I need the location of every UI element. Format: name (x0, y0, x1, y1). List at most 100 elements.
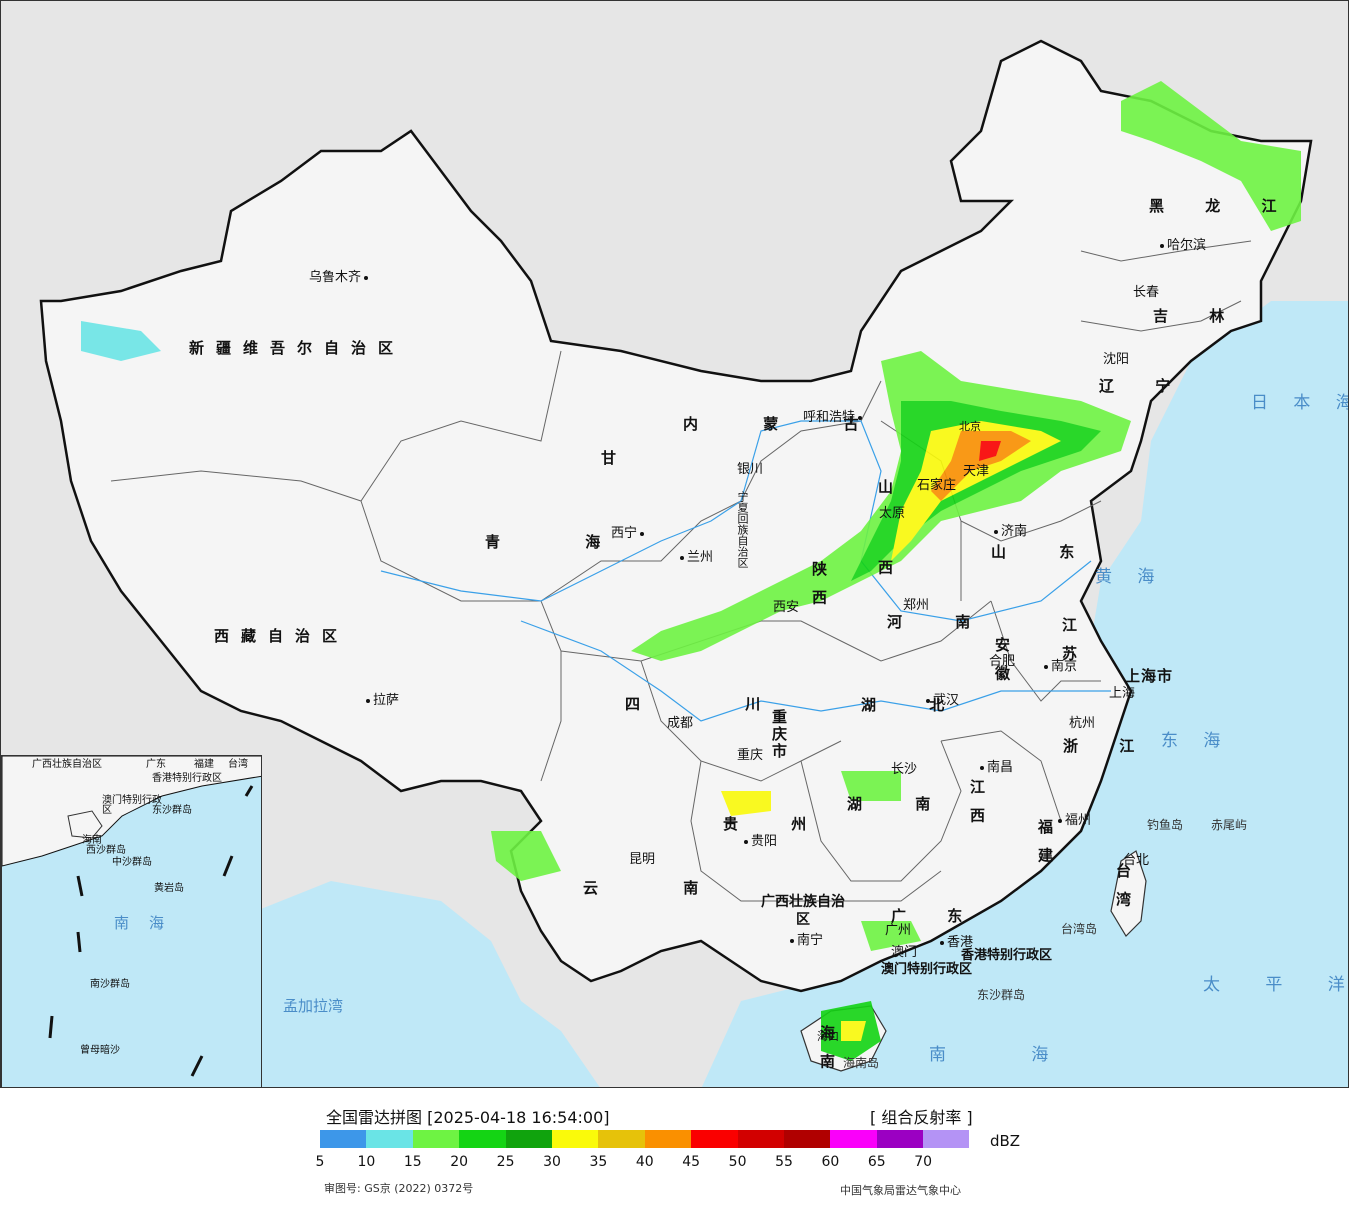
legend-tick-label: 45 (682, 1154, 701, 1170)
city-nanjing[interactable]: 南京 (1041, 660, 1077, 673)
label-ningxia: 宁夏回族自治区 (736, 491, 749, 568)
city-guangzhou[interactable]: 广州 (885, 923, 912, 938)
city-xining[interactable]: 西宁 (611, 527, 647, 540)
city-hohhot[interactable]: 呼和浩特 (803, 411, 865, 424)
city-changchun[interactable]: 长春 (1133, 285, 1160, 300)
island-diaoyu: 钓鱼岛 (1147, 818, 1184, 832)
color-swatch (783, 1130, 831, 1148)
inset-label-hongkong: 香港特别行政区 (152, 773, 222, 784)
legend-tick-label: 35 (589, 1154, 608, 1170)
city-marker (858, 415, 863, 420)
map-canvas (39, 39, 1348, 1087)
label-sichuan: 四 川 (625, 695, 811, 713)
city-tianjin[interactable]: 天津 (963, 464, 990, 479)
city-kunming[interactable]: 昆明 (629, 852, 656, 867)
sea-pacific: 太 平 洋 (1203, 975, 1349, 995)
legend-tick-label: 65 (867, 1154, 886, 1170)
legend-unit: dBZ (990, 1132, 1021, 1150)
legend-tick-label: 10 (357, 1154, 376, 1170)
city-marker (994, 529, 998, 534)
city-lhasa[interactable]: 拉萨 (363, 694, 399, 707)
city-nanning[interactable]: 南宁 (787, 934, 823, 947)
city-marker (790, 938, 794, 943)
city-shijiazhuang[interactable]: 石家庄 (917, 478, 957, 493)
color-swatch (876, 1130, 924, 1148)
city-haikou[interactable]: 海口 (817, 1030, 839, 1043)
city-marker (980, 765, 984, 770)
legend: 全国雷达拼图 [2025-04-18 16:54:00] [ 组合反射率 ] d… (0, 1088, 1349, 1208)
city-nanchang[interactable]: 南昌 (977, 761, 1013, 774)
city-urumqi[interactable]: 乌鲁木齐 (309, 271, 371, 284)
color-scale-bar (320, 1130, 970, 1148)
label-jiangxi: 江 西 (968, 779, 986, 827)
island-taiwan: 台湾岛 (1061, 922, 1098, 936)
label-gansu: 甘 (601, 449, 629, 467)
inset-label-huangyan: 黄岩岛 (154, 883, 184, 894)
legend-title: 全国雷达拼图 [2025-04-18 16:54:00] (326, 1108, 610, 1127)
city-jinan[interactable]: 济南 (991, 525, 1027, 538)
city-marker (1058, 818, 1062, 823)
label-qinghai: 青 海 (485, 533, 641, 551)
color-swatch (551, 1130, 599, 1148)
city-changsha[interactable]: 长沙 (891, 762, 918, 777)
color-swatch (737, 1130, 784, 1148)
city-marker (940, 940, 944, 945)
label-shandong: 山 东 (991, 543, 1099, 561)
city-hongkong[interactable]: 香港 (937, 936, 973, 949)
label-yunnan: 云 南 (583, 879, 739, 897)
legend-tick-label: 50 (728, 1154, 747, 1170)
city-marker (680, 555, 684, 560)
color-swatch (830, 1130, 877, 1148)
city-fuzhou[interactable]: 福州 (1055, 814, 1091, 827)
label-zhejiang: 浙 江 (1063, 737, 1153, 755)
sea-east-china: 东 海 (1161, 731, 1231, 751)
city-hefei[interactable]: 合肥 (989, 654, 1016, 669)
label-guizhou: 贵 州 (723, 815, 831, 833)
inset-label-fujian: 福建 (194, 759, 214, 770)
inset-land (2, 756, 261, 867)
legend-tick-label: 15 (403, 1154, 422, 1170)
city-wuhan[interactable]: 武汉 (923, 694, 959, 707)
city-beijing[interactable]: 北京 (959, 420, 981, 433)
city-hangzhou[interactable]: 杭州 (1069, 716, 1096, 731)
city-xian[interactable]: 西安 (773, 600, 800, 615)
inset-map (2, 756, 261, 1077)
label-hainan: 海 南 (818, 1025, 836, 1073)
label-shanghai-shi: 上海市 (1125, 667, 1174, 685)
legend-product: [ 组合反射率 ] (870, 1108, 973, 1127)
city-macao[interactable]: 澳门 (891, 945, 918, 960)
city-taiyuan[interactable]: 太原 (879, 506, 906, 521)
city-chengdu[interactable]: 成都 (667, 716, 694, 731)
inset-hainan (67, 810, 103, 839)
color-swatch (598, 1130, 645, 1148)
label-heilongjiang: 黑 龙 江 (1149, 197, 1295, 215)
color-swatch (320, 1130, 367, 1148)
city-zhengzhou[interactable]: 郑州 (903, 598, 930, 613)
color-swatch (691, 1130, 738, 1148)
city-taipei[interactable]: 台北 (1123, 853, 1150, 868)
inset-label-nansha: 南沙群岛 (90, 979, 130, 990)
city-yinchuan[interactable]: 银川 (737, 462, 764, 477)
label-shanxi: 山 西 (876, 479, 894, 605)
city-shanghai[interactable]: 上海 (1109, 686, 1136, 701)
label-henan: 河 南 (887, 613, 995, 631)
inset-label-hainan: 海南 (82, 835, 102, 846)
city-chongqing[interactable]: 重庆 (737, 748, 764, 763)
label-shaanxi: 陕 西 (810, 561, 828, 609)
island-hainan: 海南岛 (843, 1056, 880, 1070)
label-macao-sar: 澳门特别行政区 (881, 962, 973, 977)
legend-tick-label: 40 (635, 1154, 654, 1170)
city-shenyang[interactable]: 沈阳 (1103, 352, 1130, 367)
city-lanzhou[interactable]: 兰州 (677, 551, 713, 564)
color-swatch (923, 1130, 970, 1148)
bay-of-bengal (231, 881, 600, 1087)
city-guiyang[interactable]: 贵阳 (741, 835, 777, 848)
label-neimenggu: 内 蒙 古 (683, 415, 889, 433)
radar-echoes (81, 81, 1301, 1061)
sea-bay-of-bengal: 孟加拉湾 (283, 997, 344, 1015)
sea-south-china: 南 海 (929, 1045, 1089, 1065)
city-marker (640, 531, 645, 536)
radar-map[interactable]: 新疆维吾尔自治区 西藏自治区 青 海 甘 内 蒙 古 黑 龙 江 吉 林 辽 宁… (0, 0, 1349, 1088)
island-dongsha: 东沙群岛 (977, 988, 1026, 1002)
city-harbin[interactable]: 哈尔滨 (1157, 239, 1206, 252)
